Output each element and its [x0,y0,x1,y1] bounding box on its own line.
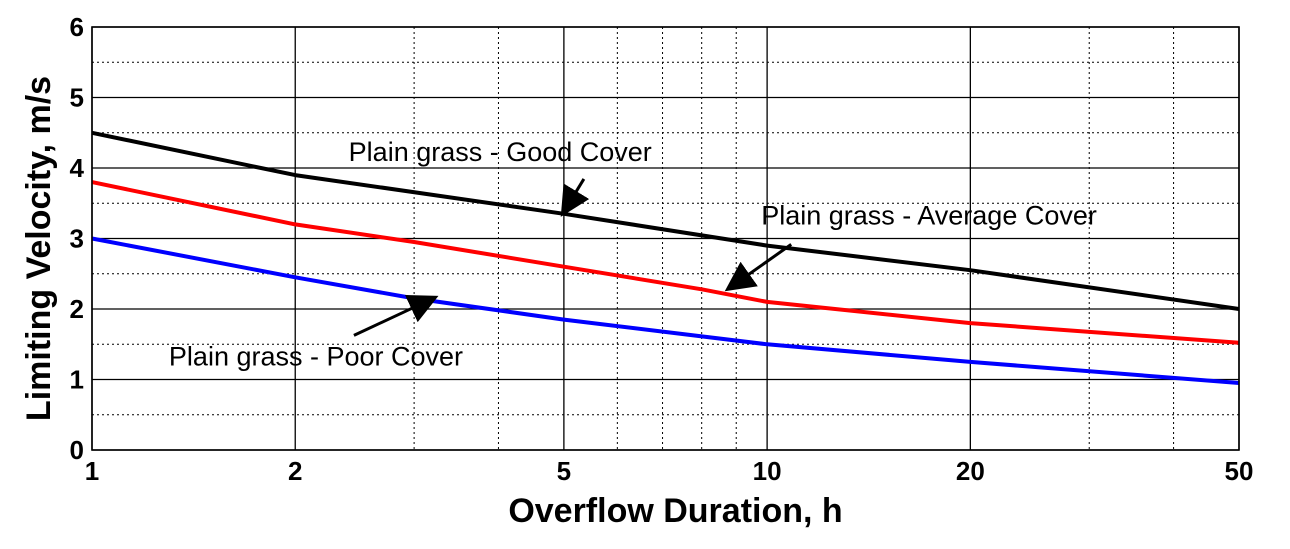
annotation-label: Plain grass - Average Cover [761,200,1097,230]
annotation-arrow [724,243,793,292]
annotation-arrow [353,294,439,337]
series-line [91,130,1240,311]
y-tick-label: 1 [70,365,84,395]
x-axis-title: Overflow Duration, h [508,492,842,530]
series-lines [91,130,1240,385]
y-tick-label: 6 [70,12,84,42]
y-axis-title: Limiting Velocity, m/s [20,76,58,421]
x-tick-label: 50 [1225,456,1254,486]
x-tick-label: 2 [288,456,302,486]
series-line [91,236,1240,385]
x-tick-label: 20 [956,456,985,486]
annotation-label: Plain grass - Good Cover [349,137,652,167]
plot-frame [91,26,1240,451]
annotation-arrow [560,178,590,217]
x-tick-label: 10 [753,456,782,486]
y-tick-label: 5 [70,83,84,113]
y-tick-label: 4 [70,153,85,183]
series-line [91,180,1240,345]
annotation-label: Plain grass - Poor Cover [169,341,463,371]
y-tick-label: 2 [70,294,84,324]
annotations: Plain grass - Good Cover Plain grass - Av… [169,137,1097,371]
y-tick-label: 0 [70,435,84,465]
y-tick-label: 3 [70,224,84,254]
x-tick-label: 1 [85,456,99,486]
grid [91,26,1240,451]
x-tick-label: 5 [557,456,571,486]
